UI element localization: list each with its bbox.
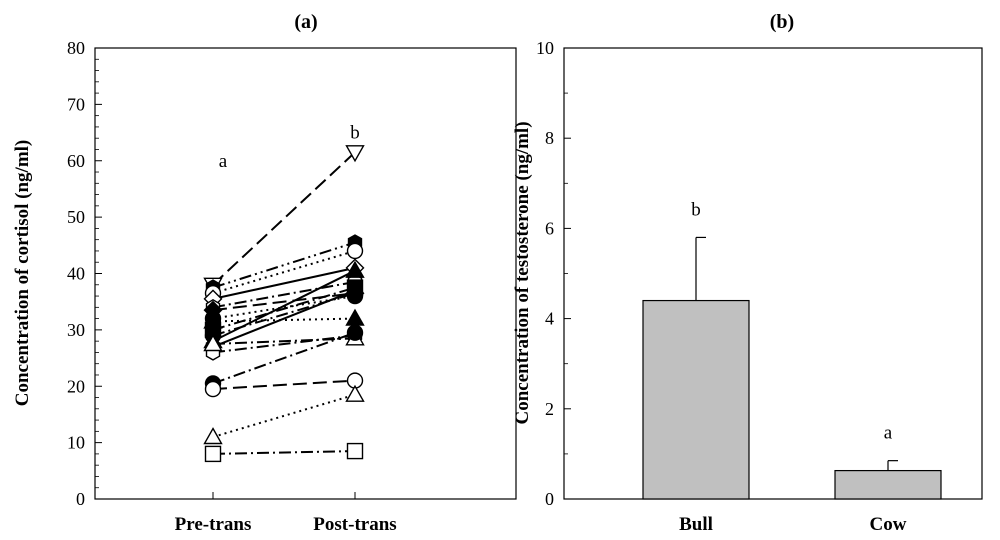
series-line — [212, 331, 356, 385]
data-point-square — [204, 445, 222, 463]
x-tick-label: Bull — [679, 514, 713, 535]
series-line — [212, 450, 356, 455]
panel-b-title: (b) — [770, 11, 794, 33]
series-line — [212, 379, 356, 391]
significance-letter: b — [350, 123, 360, 144]
y-tick-label: 0 — [545, 489, 554, 509]
y-tick-label: 10 — [67, 433, 85, 453]
panel-a-y-axis-label: Concentration of cortisol (ng/ml) — [12, 140, 33, 406]
data-point-triangle-up — [345, 384, 365, 402]
data-point-circle — [346, 242, 364, 260]
x-tick-label: Pre-trans — [175, 514, 252, 535]
significance-letter: a — [884, 423, 893, 444]
x-tick-label: Post-trans — [313, 514, 396, 535]
data-point-triangle-down — [345, 145, 365, 163]
y-tick-label: 8 — [545, 128, 554, 148]
series-line — [212, 292, 356, 312]
series-line — [212, 393, 356, 438]
testosterone-panel: (b) Concentration of testosterone (ng/ml… — [512, 11, 983, 535]
data-point-hexagon — [347, 282, 363, 299]
data-point-square — [346, 442, 364, 460]
x-tick-label: Cow — [870, 514, 907, 535]
y-tick-label: 20 — [67, 376, 85, 396]
y-tick-label: 80 — [67, 38, 85, 58]
y-tick-label: 40 — [67, 264, 85, 284]
y-tick-label: 6 — [545, 218, 554, 238]
panel-b-plot-frame — [563, 47, 983, 500]
y-tick-label: 50 — [67, 207, 85, 227]
series-line — [212, 249, 356, 295]
bar-bull — [642, 299, 750, 500]
series-line — [212, 269, 356, 343]
panel-a-title: (a) — [294, 11, 317, 33]
series-line — [212, 289, 356, 348]
y-tick-label: 2 — [545, 399, 554, 419]
significance-letter: a — [219, 151, 228, 172]
series-line — [212, 266, 356, 300]
cortisol-panel: (a) Concentration of cortisol (ng/ml) 0 1… — [12, 11, 517, 535]
series-line — [212, 337, 356, 345]
y-tick-label: 30 — [67, 320, 85, 340]
data-point-circle — [204, 380, 222, 398]
data-point-triangle-up — [345, 260, 365, 278]
series-line — [212, 151, 356, 286]
series-line — [212, 286, 356, 331]
y-tick-label: 60 — [67, 151, 85, 171]
y-tick-label: 10 — [536, 38, 554, 58]
panel-b-y-axis-label: Concentration of testosterone (ng/ml) — [512, 121, 533, 424]
data-point-triangle-up — [203, 334, 223, 352]
significance-letter: b — [691, 199, 701, 220]
bar-cow — [834, 469, 942, 500]
y-tick-label: 0 — [76, 489, 85, 509]
data-point-triangle-up — [203, 427, 223, 445]
data-point-circle — [346, 324, 364, 341]
series-line — [212, 280, 356, 309]
panel-a-plot-frame — [94, 47, 517, 500]
y-tick-label: 70 — [67, 94, 85, 114]
y-tick-label: 4 — [545, 309, 554, 329]
data-point-triangle-up — [345, 308, 365, 326]
